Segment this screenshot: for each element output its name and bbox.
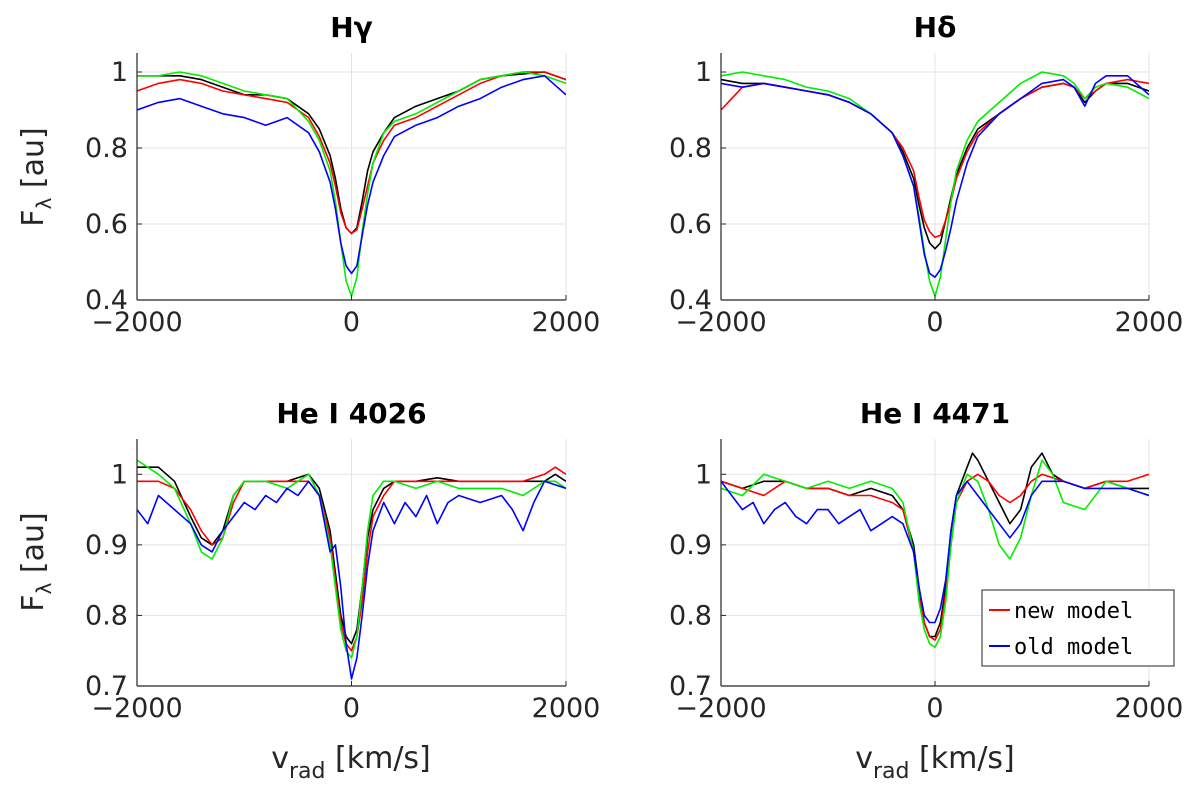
he-i-4026-xtick-label-0: −2000 (91, 693, 182, 724)
h-gamma-xtick-label-1: 0 (343, 307, 360, 338)
he-i-4026-title: He I 4026 (276, 397, 426, 430)
he-i-4026-ytick-label-0: 0.7 (85, 671, 128, 702)
he-i-4471-ytick-label-1: 0.8 (669, 600, 712, 631)
he-i-4471-xtick-label-2: 2000 (1115, 693, 1184, 724)
y-axis-label-0: Fλ [au] (16, 127, 56, 226)
he-i-4471-xtick-label-1: 0 (926, 693, 943, 724)
he-i-4471-series-2 (721, 459, 1149, 649)
he-i-4471-series-3 (721, 480, 1149, 624)
h-delta-xtick-label-0: −2000 (675, 307, 766, 338)
legend: new model old model (981, 589, 1175, 667)
he-i-4026-xtick-label-2: 2000 (532, 693, 601, 724)
he-i-4026-ytick-label-1: 0.8 (85, 600, 128, 631)
he-i-4471-title: He I 4471 (860, 397, 1010, 430)
he-i-4471-ytick-label-3: 1 (695, 459, 712, 490)
he-i-4471-ytick-label-2: 0.9 (669, 530, 712, 561)
h-delta-xtick-label-1: 0 (926, 307, 943, 338)
h-delta-series-3 (721, 75, 1149, 279)
he-i-4026-ytick-label-2: 0.9 (85, 530, 128, 561)
panel-he-i-4026: −2000 0 2000 0.7 0.8 0.9 1 He I 4026 (85, 397, 600, 724)
panel-h-gamma: −2000 0 2000 0.4 0.6 0.8 1 Hγ (85, 11, 600, 338)
y-axis-label-1: Fλ [au] (16, 512, 56, 611)
legend-box (981, 589, 1175, 667)
h-delta-title: Hδ (914, 11, 957, 44)
h-gamma-xtick-label-0: −2000 (91, 307, 182, 338)
h-gamma-series-3 (137, 75, 566, 275)
h-gamma-ytick-label-3: 1 (111, 57, 128, 88)
h-gamma-series-1 (137, 71, 566, 235)
he-i-4471-ytick-label-0: 0.7 (669, 671, 712, 702)
he-i-4471-series-1 (721, 473, 1149, 641)
he-i-4026-series-2 (137, 459, 566, 659)
h-gamma-xtick-label-2: 2000 (532, 307, 601, 338)
h-delta-ytick-label-1: 0.6 (669, 209, 712, 240)
he-i-4026-series-3 (137, 480, 566, 680)
h-delta-ytick-label-2: 0.8 (669, 133, 712, 164)
h-delta-ytick-label-3: 1 (695, 57, 712, 88)
he-i-4026-ytick-label-3: 1 (111, 459, 128, 490)
h-delta-series-2 (721, 71, 1149, 298)
h-delta-ytick-label-0: 0.4 (669, 285, 712, 316)
legend-label-1: old model (1014, 635, 1133, 660)
x-axis-label-0: vrad [km/s] (271, 741, 431, 784)
h-gamma-ytick-label-1: 0.6 (85, 209, 128, 240)
h-delta-xtick-label-2: 2000 (1115, 307, 1184, 338)
h-gamma-title: Hγ (330, 11, 373, 44)
he-i-4471-xtick-label-0: −2000 (675, 693, 766, 724)
x-axis-label-1: vrad [km/s] (855, 741, 1015, 784)
h-gamma-ytick-label-2: 0.8 (85, 133, 128, 164)
panel-he-i-4471: −2000 0 2000 0.7 0.8 0.9 1 He I 4471 (669, 397, 1183, 724)
h-gamma-ytick-label-0: 0.4 (85, 285, 128, 316)
legend-label-0: new model (1014, 599, 1133, 624)
he-i-4026-xtick-label-1: 0 (343, 693, 360, 724)
panel-h-delta: −2000 0 2000 0.4 0.6 0.8 1 Hδ (669, 11, 1183, 338)
